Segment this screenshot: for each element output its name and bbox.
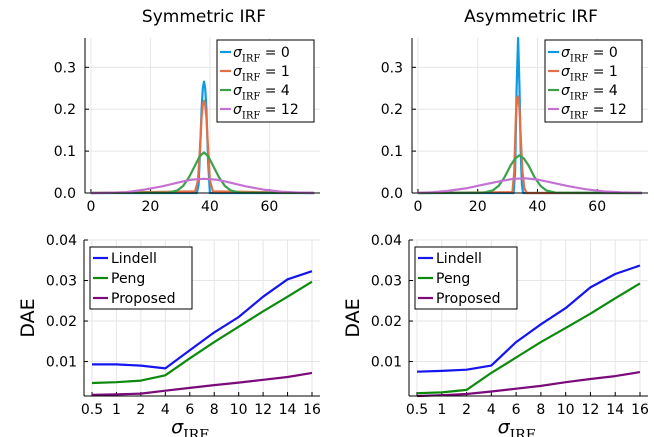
x-tick-label: 0 — [414, 199, 423, 215]
legend-label: Lindell — [436, 251, 482, 267]
panel-2: Asymmetric IRF 0 20 40 60 0.0 0.1 0.2 0.3 σIRF = … — [381, 7, 648, 215]
x-tick-label: 0.5 — [406, 402, 428, 418]
series-line-lindell — [416, 264, 641, 373]
y-tick-label: 0.3 — [381, 60, 403, 76]
panel-title: Asymmetric IRF — [464, 7, 598, 27]
x-tick-label: 16 — [303, 402, 321, 418]
x-tick-label: 16 — [631, 402, 649, 418]
x-tick-label: 1 — [112, 402, 121, 418]
series-line-proposed — [91, 371, 313, 396]
x-tick-label: 14 — [606, 402, 624, 418]
y-tick-label: 0.2 — [381, 102, 403, 118]
x-tick-label: 4 — [161, 402, 170, 418]
x-tick-label: 2 — [462, 402, 471, 418]
y-tick-label: 0.2 — [54, 102, 76, 118]
x-tick-label: 6 — [185, 402, 194, 418]
y-tick-label: 0.01 — [371, 355, 402, 371]
x-tick-label: 2 — [136, 402, 145, 418]
series-line-peng — [91, 280, 313, 385]
x-tick-label: 20 — [142, 199, 160, 215]
series-line-2 — [417, 95, 642, 195]
legend-label: σIRF = 1 — [233, 64, 290, 84]
panel-4: 0.5 1 2 4 6 8 10 12 14 160.010.020.030.04DAEσIRFL… — [342, 233, 649, 437]
series-line-2 — [90, 99, 315, 195]
x-tick-label: 6 — [512, 402, 521, 418]
legend-label: σIRF = 0 — [233, 45, 290, 65]
legend-label: Lindell — [111, 251, 157, 267]
x-tick-label: 0.5 — [81, 402, 103, 418]
y-axis-label: DAE — [17, 298, 39, 337]
series-line-lindell — [92, 270, 313, 370]
y-tick-label: 0.02 — [46, 314, 77, 330]
x-tick-label: 10 — [557, 402, 575, 418]
legend: Lindell Peng Proposed — [89, 246, 193, 310]
legend-label: σIRF = 1 — [561, 64, 618, 84]
panel-title: Symmetric IRF — [142, 7, 266, 27]
y-tick-label: 0.04 — [371, 233, 402, 249]
x-tick-label: 8 — [536, 402, 545, 418]
y-tick-label: 0.03 — [46, 274, 77, 290]
series-line-3 — [90, 151, 315, 195]
y-tick-label: 0.0 — [381, 186, 403, 202]
legend-label: Peng — [111, 271, 145, 287]
series-line-proposed — [416, 371, 641, 398]
legend: Lindell Peng Proposed — [414, 246, 518, 310]
x-tick-label: 20 — [469, 199, 487, 215]
x-tick-label: 14 — [279, 402, 297, 418]
series-line-4 — [90, 177, 315, 195]
y-axis-label: DAE — [342, 298, 364, 337]
y-tick-label: 0.01 — [46, 355, 77, 371]
panel-3: 0.5 1 2 4 6 8 10 12 14 160.010.020.030.04DAEσIRFL… — [17, 233, 321, 437]
panel-1: Symmetric IRF 0 20 40 60 0.0 0.1 0.2 0.3 σIRF = 0… — [54, 7, 320, 215]
legend-label: σIRF = 4 — [561, 83, 618, 103]
y-tick-label: 0.0 — [54, 186, 76, 202]
legend-label: σIRF = 0 — [561, 45, 618, 65]
x-tick-label: 0 — [86, 199, 95, 215]
y-tick-label: 0.02 — [371, 314, 402, 330]
x-tick-label: 8 — [210, 402, 219, 418]
y-tick-label: 0.1 — [381, 144, 403, 160]
legend-box — [544, 39, 643, 123]
x-tick-label: 10 — [230, 402, 248, 418]
series-line-4 — [417, 177, 643, 194]
x-tick-label: 1 — [437, 402, 446, 418]
y-tick-label: 0.3 — [54, 60, 76, 76]
y-tick-label: 0.03 — [371, 274, 402, 290]
x-tick-label: 40 — [201, 199, 219, 215]
x-tick-label: 40 — [529, 199, 547, 215]
series-line-peng — [416, 282, 641, 395]
x-tick-label: 12 — [582, 402, 600, 418]
x-axis-label: σIRF — [498, 416, 536, 437]
legend-label: σIRF = 4 — [233, 83, 290, 103]
y-tick-label: 0.1 — [54, 144, 76, 160]
legend-label: Proposed — [436, 291, 500, 307]
legend-label: σIRF = 12 — [561, 102, 627, 122]
x-tick-label: 4 — [487, 402, 496, 418]
legend-label: Proposed — [111, 291, 175, 307]
x-tick-label: 12 — [254, 402, 272, 418]
legend-label: σIRF = 12 — [233, 102, 299, 122]
y-tick-label: 0.04 — [46, 233, 77, 249]
legend-box — [216, 39, 315, 123]
legend-label: Peng — [436, 271, 470, 287]
x-axis-label: σIRF — [171, 416, 209, 437]
series-line-3 — [417, 154, 643, 195]
x-tick-label: 60 — [588, 199, 606, 215]
x-tick-label: 60 — [261, 199, 279, 215]
